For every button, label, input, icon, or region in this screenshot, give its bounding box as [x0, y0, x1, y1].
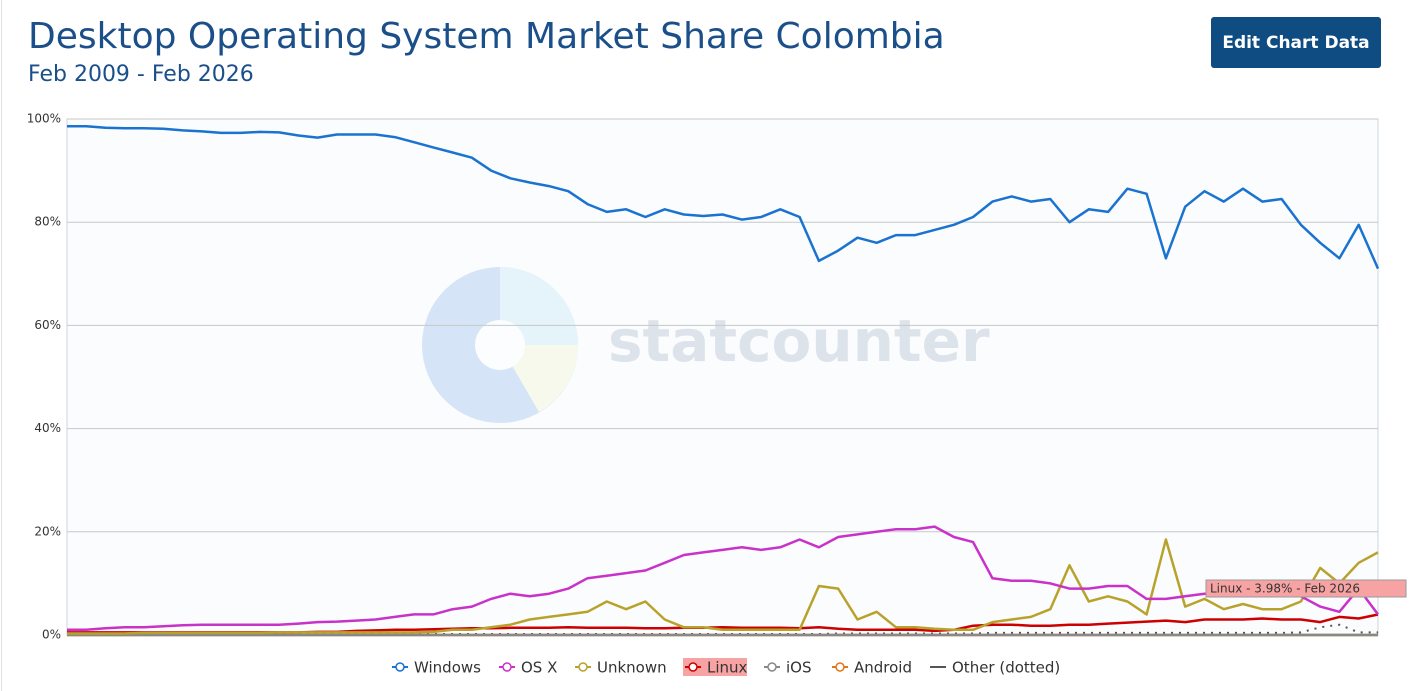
y-tick-label: 80%: [34, 215, 61, 229]
y-tick-label: 40%: [34, 421, 61, 435]
watermark: statcounter: [608, 307, 990, 375]
legend-label: Unknown: [597, 659, 667, 677]
legend-label: OS X: [521, 659, 557, 677]
legend-marker: [835, 662, 845, 672]
y-tick-label: 0%: [42, 628, 61, 642]
chart-subtitle: Feb 2009 - Feb 2026: [28, 62, 254, 87]
legend-label: Android: [854, 659, 912, 677]
y-tick-label: 20%: [34, 524, 61, 538]
button-label[interactable]: Edit Chart Data: [1222, 33, 1369, 53]
y-tick-label: 60%: [34, 318, 61, 332]
button-bg[interactable]: [1211, 17, 1381, 68]
series-line: [67, 124, 1380, 270]
legend-label: iOS: [786, 659, 812, 677]
chart-title: Desktop Operating System Market Share Co…: [28, 16, 945, 57]
plot-area: [66, 118, 1379, 636]
legend-marker: [767, 662, 777, 672]
legend-label: Windows: [414, 659, 481, 677]
y-tick-label: 100%: [27, 112, 61, 126]
legend-marker: [578, 662, 588, 672]
edit-button[interactable]: Edit Chart Data: [1211, 17, 1381, 68]
watermark-logo: [422, 267, 578, 423]
legend-marker: [688, 662, 698, 672]
legend-marker: [502, 662, 512, 672]
legend-marker: [395, 662, 405, 672]
tooltip: Linux - 3.98% - Feb 2026: [1210, 582, 1360, 596]
tooltip-bg: [1205, 579, 1407, 598]
legend-label: Linux: [707, 659, 748, 677]
legend-highlight: [683, 658, 747, 676]
series-line: [67, 525, 1380, 632]
series-line: [67, 538, 1379, 635]
legend-label: Other (dotted): [952, 659, 1060, 677]
